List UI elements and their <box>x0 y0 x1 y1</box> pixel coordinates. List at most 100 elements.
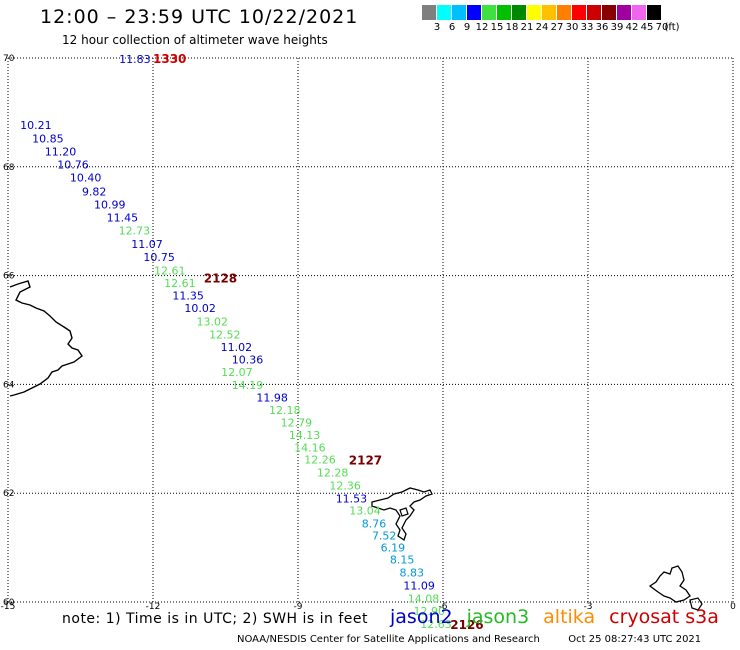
latitude-label: 70 <box>3 54 15 64</box>
map-subtitle: 12 hour collection of altimeter wave hei… <box>62 33 328 47</box>
latitude-label: 64 <box>3 380 15 390</box>
wave-height-value: 6.19 <box>381 542 406 555</box>
scale-swatch <box>587 5 602 20</box>
wave-height-observations: 11.8310.2110.8511.2010.7610.409.8210.991… <box>20 53 452 631</box>
wave-height-value: 10.40 <box>70 172 102 185</box>
scale-label: 70 <box>655 22 669 33</box>
latitude-label: 62 <box>3 489 14 499</box>
lat-lon-grid <box>7 57 734 603</box>
scale-swatch <box>527 5 542 20</box>
scale-swatch <box>497 5 512 20</box>
wave-height-value: 10.75 <box>143 251 175 264</box>
credit-footer: NOAA/NESDIS Center for Satellite Applica… <box>237 634 701 645</box>
wave-height-value: 11.35 <box>172 290 204 303</box>
wave-height-value: 11.20 <box>45 146 77 159</box>
wave-height-value: 14.13 <box>289 429 321 442</box>
scale-swatch <box>422 5 437 20</box>
scale-label: 36 <box>595 22 609 33</box>
wave-height-value: 12.73 <box>119 224 151 237</box>
scale-swatch <box>482 5 497 20</box>
shetland-islet <box>689 597 703 611</box>
wave-height-value: 12.79 <box>281 416 313 429</box>
scale-swatch <box>572 5 587 20</box>
wave-height-value: 8.15 <box>390 554 415 567</box>
wave-height-value: 12.18 <box>269 404 301 417</box>
units-note: note: 1) Time is in UTC; 2) SWH is in fe… <box>62 611 369 627</box>
scale-swatch <box>647 5 662 20</box>
faroe-islet <box>399 507 409 517</box>
iceland-coastline <box>9 280 83 397</box>
wave-height-value: 11.45 <box>107 211 139 224</box>
wave-height-value: 11.83 <box>119 53 150 66</box>
scale-label: 15 <box>490 22 504 33</box>
scale-label: 21 <box>520 22 534 33</box>
credit-text: NOAA/NESDIS Center for Satellite Applica… <box>237 634 540 645</box>
scale-swatch <box>542 5 557 20</box>
map-title: 12:00 – 23:59 UTC 10/22/2021 <box>40 6 359 28</box>
latitude-label: 60 <box>3 598 15 608</box>
wave-height-value: 14.16 <box>294 442 326 455</box>
wave-height-value: 14.08 <box>408 593 440 606</box>
scale-label: 3 <box>433 22 441 33</box>
scale-swatch <box>437 5 452 20</box>
wave-height-value: 10.21 <box>20 119 52 132</box>
longitude-label: -6 <box>439 602 448 612</box>
scale-swatch <box>467 5 482 20</box>
scale-label: (ft) <box>664 22 680 33</box>
pass-time-label: 2128 <box>204 271 237 285</box>
wave-height-value: 10.99 <box>94 198 126 211</box>
wave-height-value: 10.85 <box>32 133 64 146</box>
wave-height-value: 12.26 <box>304 453 336 466</box>
scale-swatch <box>512 5 527 20</box>
scale-label: 9 <box>463 22 471 33</box>
satellite-legend: jason2 jason3 altika cryosat s3a <box>390 606 733 628</box>
wave-height-value: 12.07 <box>221 366 253 379</box>
longitude-label: 0 <box>730 602 736 612</box>
wave-height-value: 12.28 <box>317 467 349 480</box>
pass-time-label: 2126 <box>450 618 483 632</box>
longitude-label: -3 <box>584 602 593 612</box>
wave-height-value: 12.36 <box>329 480 361 493</box>
wave-height-value: 10.76 <box>57 159 89 172</box>
scale-label: 18 <box>505 22 519 33</box>
scale-label: 30 <box>565 22 579 33</box>
scale-label: 12 <box>475 22 489 33</box>
scale-swatch <box>617 5 632 20</box>
wave-height-value: 13.02 <box>197 315 229 328</box>
wave-height-value: 11.09 <box>403 580 435 593</box>
latitude-label: 68 <box>3 163 15 173</box>
wave-height-value: 8.76 <box>362 518 387 531</box>
scale-swatch <box>632 5 647 20</box>
wave-height-value: 11.98 <box>256 391 288 404</box>
scale-label: 45 <box>640 22 654 33</box>
scale-label: 27 <box>550 22 564 33</box>
scale-label: 42 <box>625 22 639 33</box>
wave-height-value: 14.19 <box>232 379 263 392</box>
generated-timestamp: Oct 25 08:27:43 UTC 2021 <box>568 634 702 645</box>
longitude-label: -12 <box>146 602 161 612</box>
wave-height-color-scale <box>422 5 662 20</box>
coastline <box>9 280 703 611</box>
wave-height-value: 8.83 <box>400 567 425 580</box>
faroe-islands-coastline <box>371 487 433 542</box>
wave-height-value: 12.63 <box>420 618 452 631</box>
scale-label: 33 <box>580 22 594 33</box>
wave-height-value: 10.02 <box>184 302 216 315</box>
latitude-label: 66 <box>3 272 15 282</box>
scale-label: 6 <box>448 22 456 33</box>
scale-swatch <box>557 5 572 20</box>
shetland-coastline <box>648 565 691 603</box>
longitude-label: -9 <box>294 602 303 612</box>
scale-label: 39 <box>610 22 624 33</box>
wave-height-value: 11.02 <box>221 341 253 354</box>
wave-height-value: 10.36 <box>232 353 263 366</box>
satellite-pass-labels: 1330 2128 2127 2126 <box>153 52 484 632</box>
wave-height-value: 7.52 <box>372 530 397 543</box>
legend-item: altika <box>543 606 596 628</box>
legend-item: jason2 <box>390 606 453 628</box>
pass-time-label: 1330 <box>153 52 186 66</box>
wave-height-value: 12.90 <box>414 605 446 618</box>
scale-swatch <box>452 5 467 20</box>
